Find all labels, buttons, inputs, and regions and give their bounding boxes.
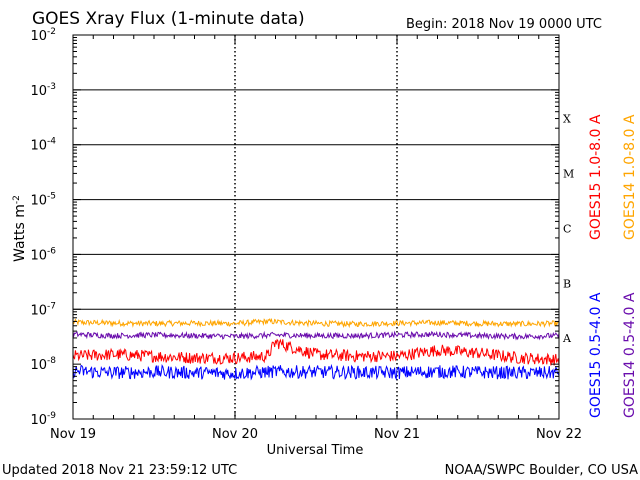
source-credit: NOAA/SWPC Boulder, CO USA <box>445 463 638 478</box>
series-line-2 <box>72 330 560 341</box>
y-tick-label-2: 10-7 <box>30 301 56 318</box>
y-tick-labels: 10-9 10-8 10-7 10-6 10-5 10-4 10-3 10-2 <box>30 27 56 428</box>
y-tick-label-0: 10-9 <box>30 411 56 428</box>
series-line-3 <box>72 363 560 381</box>
legend-entry-3: GOES14 0.5-4.0 A <box>622 292 638 418</box>
legend-entry-0: GOES15 1.0-8.0 A <box>588 114 604 240</box>
flare-class-B: B <box>563 277 571 290</box>
x-axis-label: Universal Time <box>267 443 364 458</box>
x-tick-label-3: Nov 22 <box>536 427 582 442</box>
y-tick-label-4: 10-5 <box>30 192 56 209</box>
grid-lines <box>73 35 559 419</box>
series-group <box>72 317 560 381</box>
x-tick-label-2: Nov 21 <box>374 427 420 442</box>
axis-ticks <box>72 35 560 420</box>
y-tick-label-3: 10-6 <box>30 246 56 263</box>
x-tick-label-0: Nov 19 <box>50 427 96 442</box>
flare-class-A: A <box>562 332 572 345</box>
chart-title: GOES Xray Flux (1-minute data) <box>32 9 305 29</box>
x-tick-labels: Nov 19 Nov 20 Nov 21 Nov 22 <box>50 427 582 442</box>
updated-timestamp: Updated 2018 Nov 21 23:59:12 UTC <box>2 463 237 478</box>
y-tick-label-7: 10-2 <box>30 27 56 44</box>
y-tick-label-5: 10-4 <box>30 137 56 154</box>
flare-class-X: X <box>563 113 571 126</box>
x-tick-label-1: Nov 20 <box>212 427 258 442</box>
y-tick-label-1: 10-8 <box>30 356 56 373</box>
flare-class-M: M <box>563 168 574 181</box>
plot-frame <box>72 34 560 420</box>
y-axis-label: Watts m-2 <box>12 195 28 262</box>
begin-label: Begin: 2018 Nov 19 0000 UTC <box>406 17 602 32</box>
flare-class-labels: A B C M X <box>562 113 574 345</box>
series-line-0 <box>72 317 560 329</box>
y-tick-label-6: 10-3 <box>30 82 56 99</box>
legend-entry-2: GOES15 0.5-4.0 A <box>588 292 604 418</box>
legend: GOES15 1.0-8.0 A GOES14 1.0-8.0 A GOES15 0… <box>588 114 638 418</box>
series-line-1 <box>72 338 560 366</box>
legend-entry-1: GOES14 1.0-8.0 A <box>622 114 638 240</box>
flare-class-C: C <box>563 222 571 235</box>
